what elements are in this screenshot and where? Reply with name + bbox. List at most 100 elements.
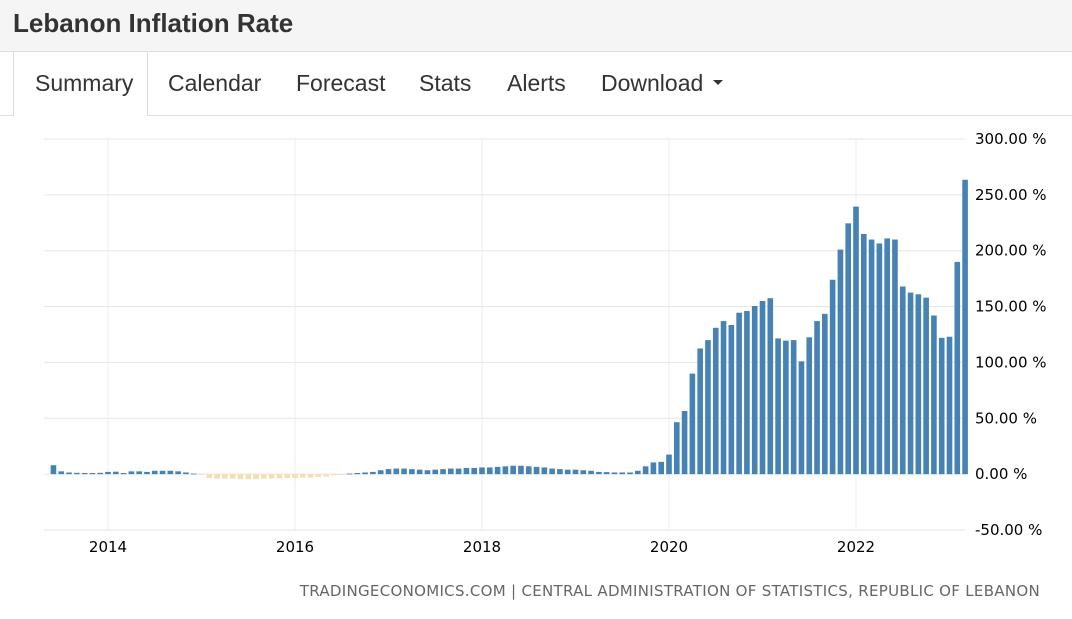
bar[interactable] [853, 206, 859, 475]
bar[interactable] [214, 474, 220, 479]
bar[interactable] [736, 312, 742, 475]
bar[interactable] [416, 469, 423, 475]
bar[interactable] [105, 471, 111, 475]
bar[interactable] [401, 468, 407, 475]
bar[interactable] [331, 474, 337, 476]
bar[interactable] [385, 469, 392, 475]
bar[interactable] [541, 467, 548, 475]
bar[interactable] [409, 469, 415, 475]
bar[interactable] [81, 473, 88, 475]
bar[interactable] [557, 469, 563, 475]
bar[interactable] [159, 470, 166, 475]
bar[interactable] [564, 469, 571, 475]
bar[interactable] [120, 473, 127, 475]
bar[interactable] [136, 471, 142, 475]
bar[interactable] [892, 239, 898, 475]
bar[interactable] [144, 471, 150, 475]
bar[interactable] [572, 469, 579, 475]
bar[interactable] [790, 340, 797, 475]
bar[interactable] [860, 233, 867, 475]
bar[interactable] [814, 321, 820, 475]
bar[interactable] [424, 470, 431, 475]
bar[interactable] [938, 337, 945, 475]
bar[interactable] [712, 327, 719, 475]
bar[interactable] [455, 468, 462, 475]
bar[interactable] [525, 466, 532, 475]
bar[interactable] [635, 470, 641, 475]
bar[interactable] [292, 474, 298, 479]
bar[interactable] [307, 474, 314, 478]
bar[interactable] [237, 474, 244, 480]
bar[interactable] [658, 461, 665, 475]
tab-calendar[interactable]: Calendar [168, 70, 262, 96]
bar[interactable] [884, 238, 890, 475]
bar[interactable] [362, 472, 368, 475]
bar[interactable] [580, 470, 587, 475]
bar[interactable] [946, 336, 953, 475]
bar[interactable] [611, 472, 618, 475]
bar[interactable] [338, 474, 345, 475]
bar[interactable] [798, 361, 805, 475]
bar[interactable] [284, 474, 291, 479]
bar[interactable] [806, 337, 813, 475]
bar[interactable] [222, 474, 228, 479]
bar[interactable] [261, 474, 267, 479]
bar[interactable] [931, 315, 937, 475]
bar[interactable] [128, 471, 135, 475]
bar[interactable] [907, 292, 914, 475]
bar[interactable] [829, 279, 836, 475]
bar[interactable] [775, 338, 781, 475]
bar[interactable] [253, 474, 259, 480]
bar[interactable] [175, 471, 181, 475]
bar[interactable] [494, 466, 501, 475]
bar[interactable] [767, 298, 774, 475]
bar[interactable] [432, 469, 439, 475]
tab-alerts[interactable]: Alerts [507, 70, 566, 96]
bar[interactable] [549, 468, 555, 475]
bar[interactable] [112, 471, 119, 475]
bar[interactable] [666, 454, 672, 475]
bar[interactable] [744, 311, 750, 475]
bar[interactable] [510, 465, 516, 475]
bar[interactable] [954, 261, 961, 475]
bar[interactable] [377, 470, 384, 475]
bar[interactable] [923, 297, 929, 475]
bar[interactable] [627, 472, 633, 475]
bar[interactable] [50, 465, 57, 475]
bar[interactable] [720, 321, 727, 475]
tab-stats[interactable]: Stats [419, 70, 472, 96]
bar[interactable] [837, 249, 844, 475]
bar[interactable] [502, 466, 509, 475]
bar[interactable] [58, 471, 65, 475]
bar[interactable] [229, 474, 236, 479]
bar[interactable] [533, 466, 540, 475]
bar[interactable] [167, 470, 174, 475]
bar[interactable] [440, 469, 446, 475]
bar[interactable] [673, 422, 680, 475]
bar[interactable] [89, 473, 96, 475]
bar[interactable] [845, 223, 852, 475]
bar[interactable] [151, 470, 158, 475]
bar[interactable] [346, 473, 353, 475]
bar[interactable] [728, 325, 735, 475]
bar[interactable] [588, 470, 594, 475]
bar[interactable] [518, 465, 524, 475]
bar[interactable] [486, 467, 493, 475]
bar[interactable] [619, 472, 626, 475]
bar[interactable] [448, 468, 454, 475]
bar[interactable] [650, 462, 657, 475]
bar[interactable] [463, 468, 470, 475]
bar[interactable] [822, 313, 828, 475]
bar[interactable] [190, 473, 197, 475]
bar[interactable] [783, 340, 789, 475]
bar[interactable] [245, 474, 252, 480]
bar[interactable] [751, 306, 758, 475]
bar[interactable] [66, 472, 72, 475]
bar[interactable] [206, 474, 213, 479]
bar[interactable] [393, 468, 400, 475]
bar[interactable] [697, 348, 703, 475]
bar[interactable] [689, 373, 696, 475]
bar[interactable] [97, 472, 104, 475]
bar[interactable] [603, 472, 610, 475]
tab-forecast[interactable]: Forecast [296, 70, 386, 96]
